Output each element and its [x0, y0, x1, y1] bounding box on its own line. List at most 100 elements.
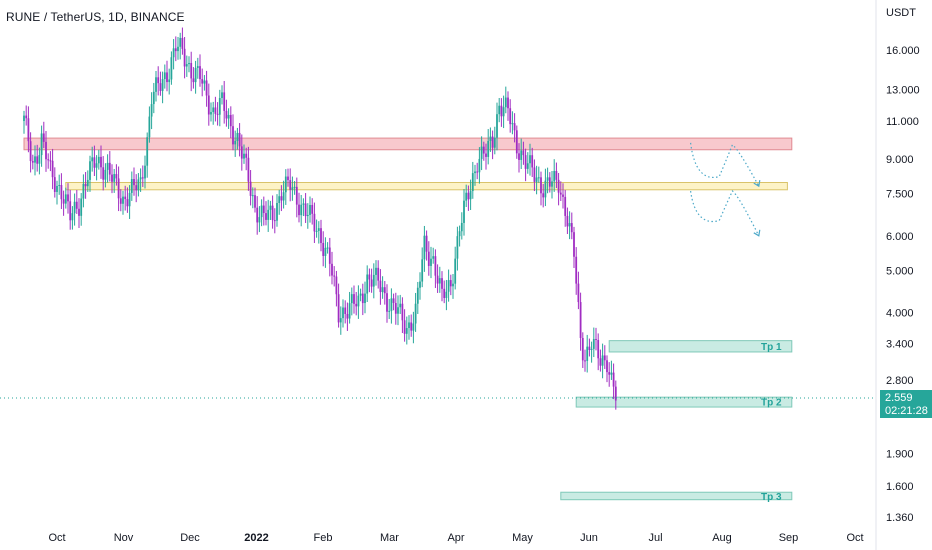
candle-body [139, 177, 142, 180]
candle-body [247, 157, 250, 182]
candle-body [221, 92, 223, 99]
projection-arrow-2 [690, 190, 760, 237]
candle-body [452, 283, 454, 287]
candle-body [535, 177, 538, 182]
candle-body [350, 294, 353, 304]
candle-body [232, 126, 234, 145]
candle-body [179, 37, 182, 47]
candle-body [546, 177, 549, 181]
candle-body [467, 192, 470, 200]
candle-body [56, 185, 58, 192]
candle-body [557, 179, 560, 193]
candle-body [507, 97, 509, 109]
projection-arrows [690, 142, 761, 237]
candle-body [502, 107, 505, 117]
candle-body [559, 192, 562, 195]
time-axis[interactable]: Oct Nov Dec 2022 Feb Mar Apr May Jun Jul Aug Sep Oct [48, 532, 863, 544]
candle-body [100, 156, 102, 168]
price-axis[interactable]: 16.000 13.000 11.000 9.000 7.500 6.000 5.000 4.… [886, 45, 920, 524]
currency-unit[interactable]: USDT [886, 7, 916, 19]
candle-body [126, 199, 129, 207]
bar-countdown: 02:21:28 [885, 405, 928, 417]
candle-body [130, 179, 133, 193]
candle-body [64, 194, 67, 204]
candle-body [69, 201, 72, 221]
candle-body [245, 153, 248, 158]
symbol-header[interactable]: RUNE / TetherUS, 1D, BINANCE [6, 10, 185, 24]
price-tick-label: 7.500 [886, 189, 914, 201]
candle-body [447, 280, 450, 292]
candle-body [243, 153, 245, 159]
candle-body [408, 322, 410, 329]
candle-body [489, 136, 492, 141]
candle-body [40, 133, 43, 156]
candle-body [588, 346, 591, 350]
candle-body [614, 386, 617, 401]
candle-body [597, 339, 600, 359]
time-tick-label: 2022 [244, 532, 268, 544]
candle-body [210, 112, 212, 115]
candle-body [181, 37, 184, 49]
candle-body [359, 293, 362, 296]
candle-body [570, 223, 573, 233]
candle-body [533, 167, 536, 182]
candle-body [84, 183, 87, 187]
candle-body [148, 116, 151, 138]
zone-tp-3 [560, 491, 793, 501]
candle-body [342, 307, 344, 319]
candle-body [95, 163, 98, 168]
candle-body [106, 162, 109, 170]
candle-body [458, 231, 461, 237]
zone-yellow-resistance [65, 182, 788, 191]
candle-body [423, 235, 426, 260]
zones-layer [23, 137, 793, 501]
candle-body [555, 170, 558, 180]
time-tick-label: Oct [846, 532, 863, 544]
candle-body [128, 192, 131, 207]
candle-body [111, 174, 113, 182]
price-tick-label: 11.000 [886, 116, 919, 128]
price-tick-label: 5.000 [886, 265, 914, 277]
candle-body [201, 79, 204, 84]
candle-body [34, 156, 36, 163]
zone-tp-2 [575, 396, 793, 408]
candle-body [284, 176, 287, 193]
candle-body [346, 313, 349, 319]
candle-body [168, 79, 171, 83]
candle-body [348, 303, 351, 319]
candle-body [493, 137, 496, 148]
zone-red-resistance [23, 137, 793, 151]
target-label: Tp 1 [761, 342, 782, 353]
candle-body [269, 205, 272, 210]
candle-body [608, 372, 611, 375]
candle-body [463, 200, 465, 223]
time-tick-label: Aug [712, 532, 732, 544]
candle-body [265, 213, 267, 220]
candle-body [317, 228, 320, 231]
candle-body [324, 247, 327, 256]
candle-body [537, 177, 540, 179]
price-tick-label: 13.000 [886, 84, 920, 96]
candle-body [42, 133, 45, 142]
candle-body [51, 160, 54, 178]
candle-body [403, 320, 406, 334]
time-tick-label: Sep [779, 532, 799, 544]
candle-body [62, 199, 65, 204]
candle-body [496, 114, 498, 138]
candle-body [595, 338, 597, 340]
candle-body [31, 161, 34, 163]
candle-body [441, 278, 443, 289]
candle-body [326, 247, 329, 249]
last-price-tag: 2.559 02:21:28 [880, 390, 932, 418]
candle-body [412, 323, 415, 331]
candle-body [45, 141, 47, 160]
candle-body [262, 205, 265, 214]
candle-body [515, 130, 518, 154]
candle-body [603, 355, 606, 361]
candle-body [520, 150, 523, 160]
candle-body [606, 360, 608, 373]
candle-body [335, 276, 338, 295]
candle-body [298, 204, 300, 216]
candle-body [474, 171, 476, 174]
